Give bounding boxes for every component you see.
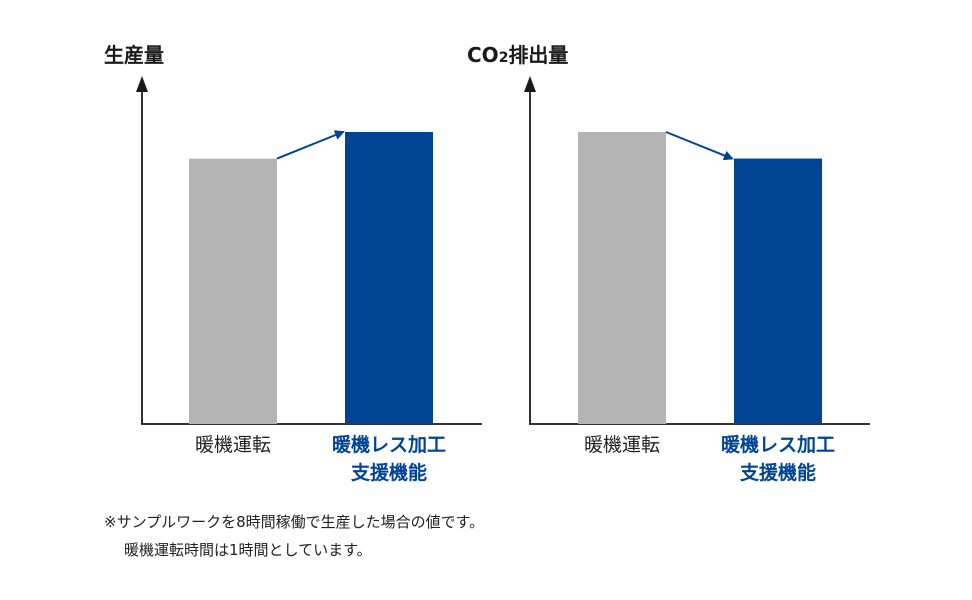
- chart-1-y-axis-arrow: [136, 76, 148, 92]
- chart-1-category-label-2: 暖機レス加工: [332, 433, 446, 456]
- chart-2-category-label-2: 暖機レス加工: [721, 433, 835, 456]
- chart-2-trend-arrow: [665, 131, 734, 161]
- chart-2-y-axis-arrow: [524, 76, 536, 92]
- footnote-line-1: ※サンプルワークを8時間稼働で生産した場合の値です。: [104, 513, 485, 531]
- chart-2-bar-1: [578, 132, 666, 424]
- chart-2-category-label-1: 暖機運転: [584, 434, 660, 456]
- footnote-line-2: 暖機運転時間は1時間としています。: [124, 541, 372, 559]
- chart-2-category-label-2-line-2: 支援機能: [739, 461, 816, 484]
- chart-1-title: 生産量: [104, 43, 164, 67]
- chart-2-bar-2: [734, 158, 822, 424]
- chart-1-trend-arrow: [276, 130, 345, 160]
- chart-2-title: CO2排出量: [467, 43, 568, 67]
- chart-1-category-label-1: 暖機運転: [195, 434, 271, 456]
- chart-1-bar-2: [345, 132, 433, 424]
- chart-1-category-label-2-line-2: 支援機能: [350, 461, 427, 484]
- chart-1-bar-1: [189, 158, 277, 424]
